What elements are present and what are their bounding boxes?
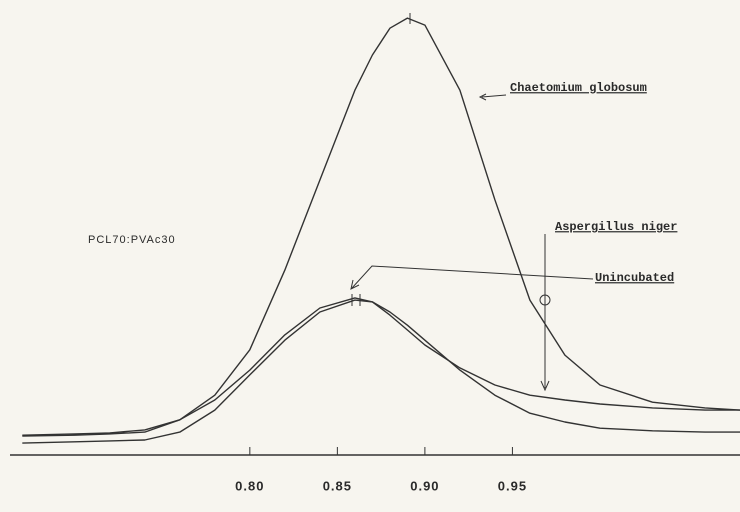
sample-label: PCL70:PVAc30 <box>88 234 176 246</box>
x-tick-label: 0.95 <box>498 478 527 493</box>
x-tick-label: 0.85 <box>323 478 352 493</box>
series-label: Aspergillus niger <box>555 220 677 234</box>
curve <box>22 299 740 444</box>
series-label: Chaetomium globosum <box>510 81 647 95</box>
x-tick-label: 0.80 <box>235 478 264 493</box>
pointers <box>350 13 594 392</box>
x-tick-label: 0.90 <box>410 478 439 493</box>
curve <box>22 17 740 436</box>
curve <box>22 297 740 437</box>
series-label: Unincubated <box>595 271 674 285</box>
